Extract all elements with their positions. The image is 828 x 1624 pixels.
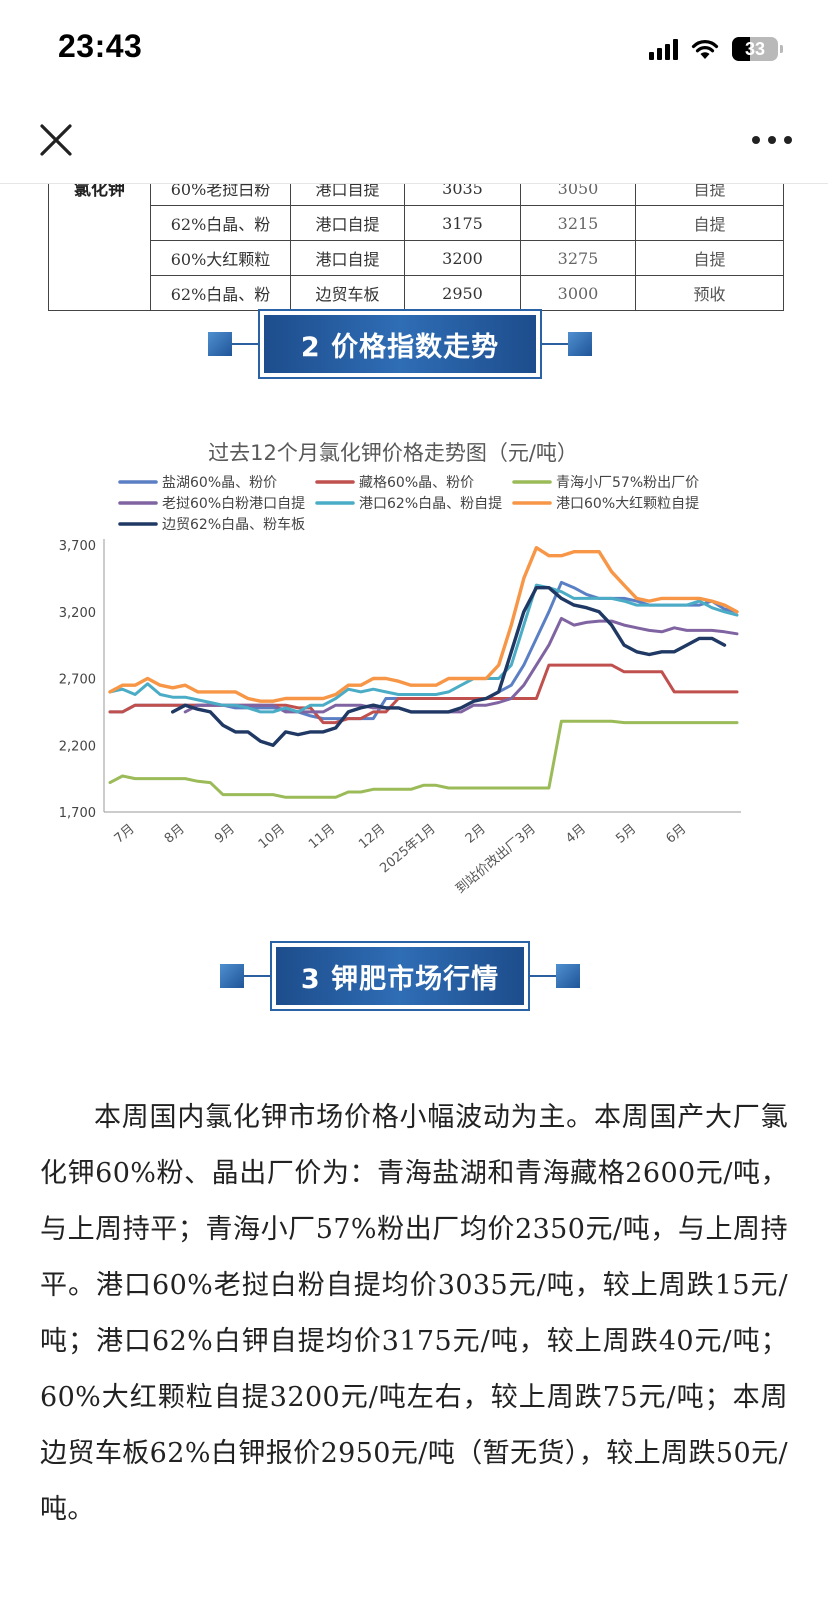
price-table: 氯化钾 60%老挝白粉 港口自提 3035 3050 自提 62%白晶、粉 港口… bbox=[48, 184, 784, 311]
signal-icon bbox=[649, 38, 678, 60]
table-row: 62%白晶、粉 边贸车板 2950 3000 预收 bbox=[49, 275, 784, 311]
article-content: 氯化钾 60%老挝白粉 港口自提 3035 3050 自提 62%白晶、粉 港口… bbox=[0, 184, 828, 1624]
y-tick-label: 2,200 bbox=[59, 739, 96, 754]
table-cell-note: 自提 bbox=[635, 205, 784, 241]
series-line bbox=[170, 585, 727, 747]
table-cell-current: 3175 bbox=[404, 205, 521, 241]
table-cell-current: 3200 bbox=[404, 240, 521, 276]
table-cell-current: 2950 bbox=[404, 275, 521, 311]
status-time: 23:43 bbox=[58, 28, 143, 64]
x-tick-label: 5月 bbox=[613, 822, 639, 847]
table-cell-previous: 3050 bbox=[520, 184, 636, 206]
table-row: 氯化钾 60%老挝白粉 港口自提 3035 3050 自提 bbox=[48, 184, 784, 311]
table-cell-location: 港口自提 bbox=[290, 184, 405, 206]
x-tick-label: 2月 bbox=[463, 822, 489, 847]
section-heading-market: 3 钾肥市场行情 bbox=[220, 941, 580, 1011]
table-cell-spec: 62%白晶、粉 bbox=[150, 205, 291, 241]
series-line bbox=[108, 545, 739, 703]
legend-label: 老挝60%白粉港口自提 bbox=[162, 496, 305, 512]
more-icon[interactable] bbox=[752, 130, 792, 150]
x-tick-label: 4月 bbox=[563, 822, 589, 847]
y-tick-label: 3,700 bbox=[59, 539, 96, 554]
table-cell-note: 预收 bbox=[635, 275, 784, 311]
legend-label: 盐湖60%晶、粉价 bbox=[162, 475, 277, 491]
battery-level: 33 bbox=[744, 39, 766, 59]
table-cell-location: 港口自提 bbox=[290, 240, 405, 276]
table-cell-previous: 3000 bbox=[520, 275, 636, 311]
chart-svg: 过去12个月氯化钾价格走势图（元/吨） 盐湖60%晶、粉价 藏格60%晶、粉价 青海小… bbox=[59, 441, 741, 897]
legend-label: 藏格60%晶、粉价 bbox=[359, 475, 474, 491]
x-tick-label: 2025年1月 bbox=[377, 822, 438, 877]
wifi-icon bbox=[691, 40, 719, 59]
table-category: 氯化钾 bbox=[48, 184, 151, 311]
table-cell-current: 3035 bbox=[404, 184, 521, 206]
series-line bbox=[183, 616, 739, 714]
legend-label: 边贸62%白晶、粉车板 bbox=[162, 516, 305, 533]
table-row: 62%白晶、粉 港口自提 3175 3215 自提 bbox=[49, 205, 784, 241]
table-cell-note: 自提 bbox=[635, 184, 784, 206]
x-tick-label: 6月 bbox=[663, 822, 689, 847]
table-cell-previous: 3215 bbox=[520, 205, 636, 241]
nav-bar bbox=[0, 96, 828, 184]
status-bar: 23:43 33 bbox=[0, 0, 828, 96]
table-row: 60%大红颗粒 港口自提 3200 3275 自提 bbox=[49, 240, 784, 276]
table-cell-spec: 62%白晶、粉 bbox=[150, 275, 291, 311]
x-tick-label: 11月 bbox=[306, 822, 338, 852]
y-tick-label: 2,700 bbox=[59, 673, 96, 688]
x-tick-label: 7月 bbox=[112, 822, 138, 847]
section-heading-price-index: 2 价格指数走势 bbox=[208, 309, 592, 379]
x-tick-label: 8月 bbox=[162, 822, 188, 847]
x-tick-label: 12月 bbox=[356, 822, 388, 852]
section-title: 2 价格指数走势 bbox=[264, 315, 536, 373]
article-paragraph: 本周国内氯化钾市场价格小幅波动为主。本周国产大厂氯化钾60%粉、晶出厂价为：青海… bbox=[40, 1102, 788, 1525]
legend-label: 港口62%白晶、粉自提 bbox=[359, 496, 502, 512]
chart-title: 过去12个月氯化钾价格走势图（元/吨） bbox=[208, 441, 578, 465]
price-trend-chart: 过去12个月氯化钾价格走势图（元/吨） 盐湖60%晶、粉价 藏格60%晶、粉价 青海小… bbox=[40, 430, 800, 930]
table-cell-location: 港口自提 bbox=[290, 205, 405, 241]
table-cell-note: 自提 bbox=[635, 240, 784, 276]
legend-label: 青海小厂57%粉出厂价 bbox=[556, 475, 699, 491]
x-tick-label: 9月 bbox=[212, 822, 238, 847]
table-cell-previous: 3275 bbox=[520, 240, 636, 276]
table-cell-spec: 60%大红颗粒 bbox=[150, 240, 291, 276]
table-cell-location: 边贸车板 bbox=[290, 275, 405, 311]
section-title: 3 钾肥市场行情 bbox=[276, 947, 524, 1005]
table-cell-spec: 60%老挝白粉 bbox=[150, 184, 291, 206]
x-tick-label: 10月 bbox=[256, 822, 288, 852]
series-line bbox=[108, 583, 739, 714]
legend-label: 港口60%大红颗粒自提 bbox=[556, 496, 699, 512]
status-icons: 33 bbox=[649, 34, 783, 64]
close-icon[interactable] bbox=[36, 120, 76, 160]
battery-icon: 33 bbox=[732, 37, 783, 61]
series-line bbox=[108, 719, 739, 799]
y-tick-label: 1,700 bbox=[59, 806, 96, 821]
y-tick-label: 3,200 bbox=[59, 606, 96, 621]
